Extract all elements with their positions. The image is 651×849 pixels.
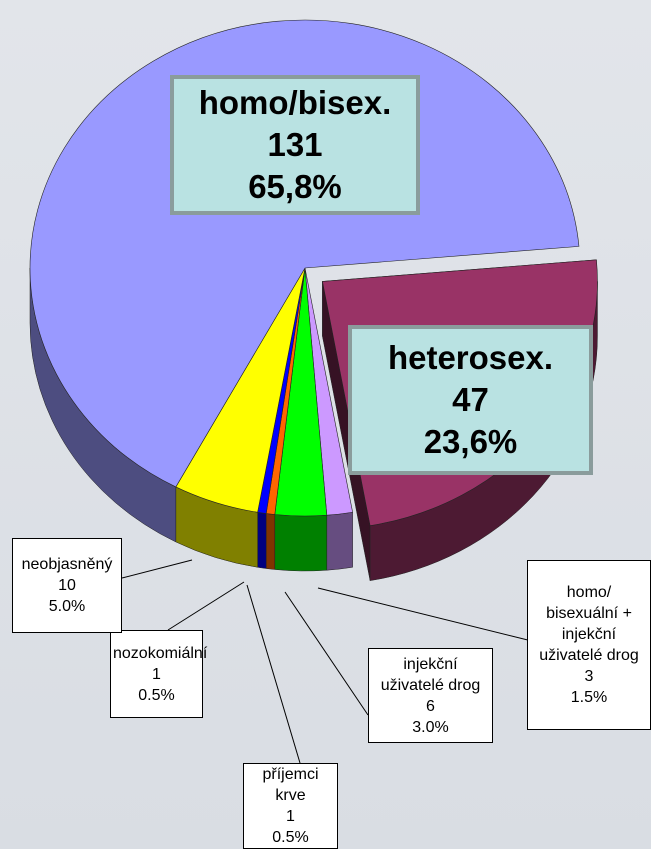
slice-side [274, 514, 328, 572]
label-count: 1 [152, 665, 161, 683]
slice-side [257, 511, 267, 569]
leader-line [317, 587, 561, 649]
label-category: nozokomiální [113, 644, 208, 662]
data-label: injekční uživatelé drog 6 3.0% [368, 648, 493, 743]
leader-line [121, 559, 193, 579]
label-count: 47 [452, 381, 489, 418]
label-percent: 3.0% [412, 718, 449, 736]
label-count: 3 [584, 668, 594, 685]
data-label: homo/bisex. 131 65,8% [170, 75, 420, 215]
label-count: 131 [267, 126, 323, 163]
label-percent: 1.5% [570, 689, 608, 706]
leader-line [167, 581, 245, 631]
label-category: homo/bisex. [198, 84, 392, 121]
label-category: homo/ bisexuální + injekční uživatelé dr… [539, 584, 639, 664]
label-percent: 0.5% [138, 686, 175, 704]
leader-line [246, 584, 301, 764]
data-label: homo/ bisexuální + injekční uživatelé dr… [527, 560, 651, 730]
label-percent: 23,6% [423, 423, 518, 460]
slice-side [265, 513, 276, 570]
label-count: 10 [58, 577, 76, 594]
label-category: injekční uživatelé drog [380, 655, 481, 694]
label-percent: 0.5% [272, 829, 309, 846]
label-percent: 5.0% [48, 598, 86, 615]
label-count: 6 [426, 697, 435, 715]
label-category: heterosex. [387, 339, 554, 376]
slice [29, 19, 580, 488]
slice-side [326, 511, 353, 571]
data-label: příjemci krve 1 0.5% [243, 763, 338, 849]
leader-line [284, 591, 369, 716]
label-percent: 65,8% [248, 168, 342, 205]
label-category: příjemci krve [262, 766, 319, 804]
data-label: neobjasněný 10 5.0% [12, 538, 122, 633]
label-count: 1 [286, 808, 295, 825]
data-label: heterosex. 47 23,6% [348, 325, 593, 475]
data-label: nozokomiální 1 0.5% [110, 630, 208, 718]
label-category: neobjasněný [21, 556, 113, 573]
